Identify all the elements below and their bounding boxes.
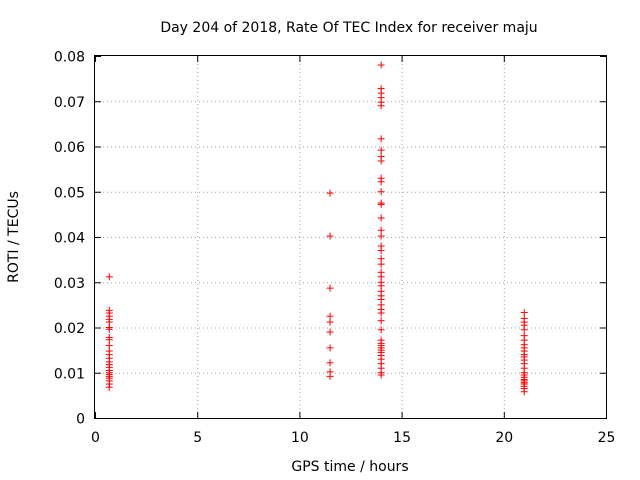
data-point (377, 247, 385, 255)
data-point (377, 214, 385, 222)
data-point (377, 309, 385, 317)
chart-title: Day 204 of 2018, Rate Of TEC Index for r… (160, 20, 537, 36)
x-axis-title: GPS time / hours (291, 459, 408, 475)
y-axis-title: ROTI / TECUs (6, 191, 22, 283)
y-tick-label: 0.03 (54, 276, 85, 292)
x-tick-label: 10 (291, 430, 309, 446)
data-point (377, 200, 385, 208)
y-tick-label: 0.06 (54, 140, 85, 156)
data-point (326, 189, 334, 197)
data-point (377, 102, 385, 110)
data-point (377, 157, 385, 165)
data-point (326, 359, 334, 367)
y-tick-label: 0.07 (54, 95, 85, 111)
data-point (105, 325, 113, 333)
data-point (377, 61, 385, 69)
data-point (105, 383, 113, 391)
data-point (326, 318, 334, 326)
data-point (520, 326, 528, 334)
data-point (326, 284, 334, 292)
y-tick-label: 0.04 (54, 231, 85, 247)
data-point (520, 388, 528, 396)
grid (95, 56, 606, 418)
y-tick-label: 0.05 (54, 185, 85, 201)
y-tick-label: 0 (76, 412, 85, 428)
data-point (377, 326, 385, 334)
y-tick-label: 0.08 (54, 50, 85, 66)
x-tick-label: 15 (393, 430, 411, 446)
data-point (377, 317, 385, 325)
data-point (377, 135, 385, 143)
x-tick-label: 5 (193, 430, 202, 446)
data-point (377, 371, 385, 379)
plot-frame (94, 55, 607, 419)
x-tick-label: 25 (598, 430, 616, 446)
data-point (377, 178, 385, 186)
data-point (520, 309, 528, 317)
data-point (377, 260, 385, 268)
data-point (326, 372, 334, 380)
y-tick-label: 0.01 (54, 366, 85, 382)
data-point (105, 336, 113, 344)
x-axis-ticks: 0 5 10 15 20 25 (91, 56, 615, 446)
data-point (377, 188, 385, 196)
data-point (377, 146, 385, 154)
x-tick-label: 0 (91, 430, 100, 446)
data-point (377, 226, 385, 234)
data-points (105, 61, 528, 396)
data-point (377, 232, 385, 240)
data-point (326, 312, 334, 320)
data-point (326, 344, 334, 352)
data-point (326, 232, 334, 240)
x-tick-label: 20 (495, 430, 513, 446)
y-axis-ticks: 0 0.01 0.02 0.03 0.04 0.05 0.06 0.07 0.08 (54, 50, 606, 428)
y-tick-label: 0.02 (54, 321, 85, 337)
data-point (326, 328, 334, 336)
data-point (105, 273, 113, 281)
